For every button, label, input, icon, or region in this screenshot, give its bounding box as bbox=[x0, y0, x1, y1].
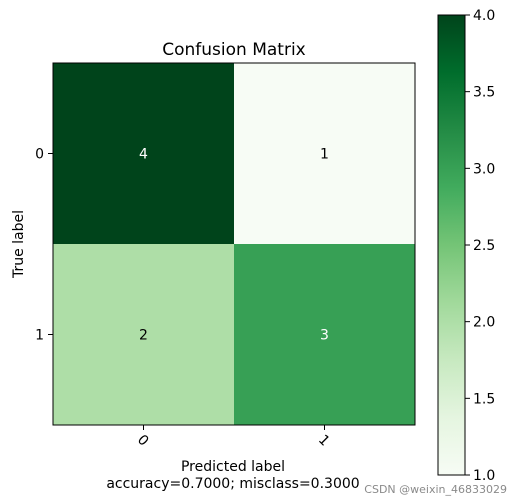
chart-title: Confusion Matrix bbox=[162, 40, 306, 60]
colorbar-tick-label-5: 3.5 bbox=[473, 85, 495, 101]
colorbar-tick-label-2: 2.0 bbox=[473, 315, 495, 331]
accuracy-subtitle: accuracy=0.7000; misclass=0.3000 bbox=[106, 476, 359, 492]
colorbar-tick-label-1: 1.5 bbox=[473, 391, 495, 407]
cell-value-1-0: 2 bbox=[139, 328, 148, 344]
x-tick-label-0: 0 bbox=[134, 432, 152, 450]
colorbar-ticks: 1.0 1.5 2.0 2.5 3.0 3.5 4.0 bbox=[465, 8, 495, 484]
heatmap-cell-0-0 bbox=[53, 63, 234, 244]
y-tick-label-1: 1 bbox=[35, 328, 44, 344]
cell-value-0-0: 4 bbox=[139, 147, 148, 163]
cell-value-0-1: 1 bbox=[320, 147, 329, 163]
colorbar-tick-label-0: 1.0 bbox=[473, 468, 495, 484]
colorbar-tick-label-6: 4.0 bbox=[473, 8, 495, 24]
watermark-text: CSDN @weixin_46833029 bbox=[364, 483, 507, 496]
plot-frame bbox=[52, 62, 416, 426]
x-tick-label-1: 1 bbox=[315, 432, 333, 450]
y-axis-ticks: 01 bbox=[35, 147, 53, 344]
heatmap-cell-labels: 4 1 2 3 bbox=[139, 147, 329, 344]
x-axis-label: Predicted label bbox=[181, 459, 285, 475]
heatmap-cells bbox=[53, 63, 415, 425]
heatmap-cell-1-1 bbox=[234, 244, 415, 425]
colorbar bbox=[437, 14, 466, 476]
y-tick-label-0: 0 bbox=[35, 147, 44, 163]
cell-value-1-1: 3 bbox=[320, 328, 329, 344]
heatmap-cell-0-1 bbox=[234, 63, 415, 244]
heatmap-cell-1-0 bbox=[53, 244, 234, 425]
y-axis-label: True label bbox=[11, 210, 27, 279]
colorbar-tick-label-4: 3.0 bbox=[473, 161, 495, 177]
colorbar-tick-label-3: 2.5 bbox=[473, 238, 495, 254]
